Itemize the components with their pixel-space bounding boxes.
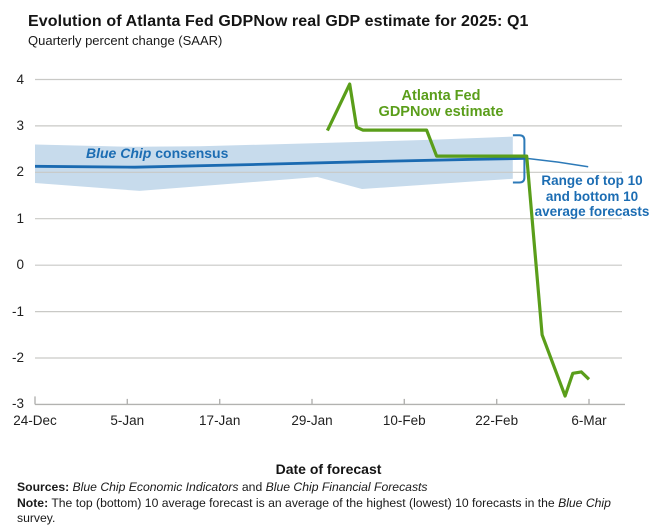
range-label-leader-line — [526, 157, 589, 168]
y-tick-label-2: 2 — [16, 164, 24, 180]
y-tick-label--1: -1 — [11, 303, 24, 319]
y-tick-label-0: 0 — [16, 257, 24, 273]
x-tick-label-29-Jan: 29-Jan — [291, 413, 333, 428]
note-line-1: Note: The top (bottom) 10 average foreca… — [17, 496, 611, 512]
y-tick-label-3: 3 — [16, 117, 24, 133]
note-label: Note: — [17, 495, 49, 510]
consensus-series-label: Blue Chip consensus — [86, 145, 228, 161]
range-band-label-line2: and bottom 10 — [545, 188, 639, 204]
x-tick-label-10-Feb: 10-Feb — [382, 413, 426, 428]
y-tick-label--2: -2 — [11, 350, 24, 365]
note-text-1: The top (bottom) 10 average forecast is … — [48, 495, 559, 510]
chart-subtitle: Quarterly percent change (SAAR) — [28, 33, 223, 48]
sources-connector: and — [238, 480, 266, 494]
gdpnow-series-label-line2: GDPNow estimate — [378, 104, 504, 120]
range-band-label-line3: average forecasts — [534, 204, 650, 219]
chart-title: Evolution of Atlanta Fed GDPNow real GDP… — [28, 13, 529, 30]
note-line-2: survey. — [17, 511, 56, 526]
chart-footer: Sources: Blue Chip Economic Indicators a… — [17, 480, 611, 527]
range-band-label-line1: Range of top 10 — [541, 173, 643, 188]
y-tick-label-4: 4 — [16, 71, 24, 87]
sources-line: Sources: Blue Chip Economic Indicators a… — [17, 480, 611, 496]
consensus-label-italic: Blue Chip — [86, 145, 152, 161]
x-axis-title: Date of forecast — [275, 461, 382, 477]
plot-area — [34, 78, 625, 406]
note-italic: Blue Chip — [558, 495, 611, 510]
consensus-line — [34, 157, 527, 169]
x-tick-label-17-Jan: 17-Jan — [199, 413, 241, 428]
x-tick-label-24-Dec: 24-Dec — [13, 413, 57, 428]
y-tick-label-1: 1 — [16, 210, 24, 226]
sources-italic-2: Blue Chip Financial Forecasts — [265, 480, 428, 494]
x-tick-label-22-Feb: 22-Feb — [475, 413, 519, 428]
x-tick-label-6-Mar: 6-Mar — [571, 413, 607, 428]
range-band-label: Range of top 10 and bottom 10 average fo… — [534, 173, 650, 220]
gdpnow-line — [325, 82, 591, 398]
x-tick-label-5-Jan: 5-Jan — [110, 413, 145, 428]
sources-italic-1: Blue Chip Economic Indicators — [69, 480, 239, 494]
consensus-label-regular: consensus — [151, 145, 229, 161]
sources-label: Sources: — [17, 480, 70, 494]
gdpnow-series-label: Atlanta Fed GDPNow estimate — [377, 88, 505, 120]
gdpnow-series-label-line1: Atlanta Fed — [401, 88, 481, 104]
y-tick-label--3: -3 — [11, 396, 24, 412]
